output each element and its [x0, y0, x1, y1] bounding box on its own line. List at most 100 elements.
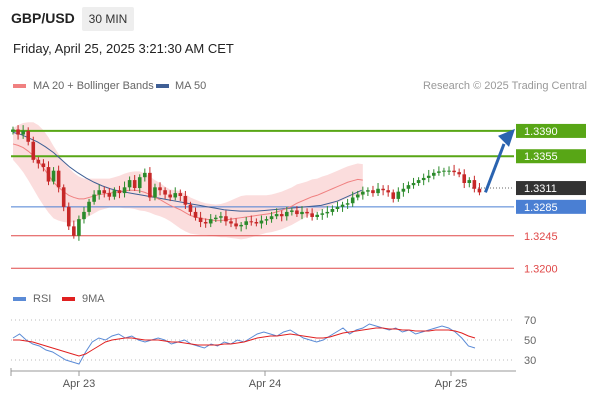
candle-body — [97, 190, 101, 195]
rsi-tick-label: 30 — [524, 355, 536, 367]
candle-body — [269, 216, 274, 220]
candle-body — [361, 191, 365, 195]
candle-body — [381, 188, 385, 191]
candle-body — [219, 216, 223, 218]
candle-body — [122, 187, 127, 194]
candle-body — [350, 197, 355, 204]
ma20-legend-label: MA 20 + Bollinger Bands — [33, 80, 154, 92]
ma50-line — [12, 131, 363, 212]
candle-body — [345, 203, 350, 205]
rsi-ma-line — [13, 327, 476, 357]
candle-body — [168, 194, 172, 198]
candle-body — [224, 216, 228, 222]
candle-body — [315, 214, 319, 217]
candle-body — [234, 223, 238, 227]
candle-body — [72, 226, 76, 236]
candle-body — [396, 191, 401, 199]
rsi-legend-label: RSI — [33, 293, 52, 305]
candle-body — [254, 222, 259, 224]
candle-body — [467, 180, 472, 183]
price-label-box — [516, 149, 586, 164]
rsi-legend-swatch — [13, 297, 26, 301]
candle-body — [442, 170, 446, 172]
bollinger-band-area — [13, 122, 363, 240]
price-label-1.3355: 1.3355 — [524, 151, 558, 163]
candle-body — [61, 187, 66, 207]
rsi-ma-legend-swatch — [62, 297, 75, 301]
candle-body — [193, 211, 198, 218]
candle-body — [66, 206, 71, 227]
price-label-1.3311: 1.3311 — [524, 183, 557, 195]
forecast-arrow-head — [498, 128, 515, 147]
ma20-legend-swatch — [13, 84, 26, 88]
candle-body — [274, 214, 279, 217]
candle-body — [178, 193, 183, 196]
candle-body — [310, 213, 314, 217]
price-label-box — [516, 199, 586, 214]
ma50-legend-swatch — [156, 84, 169, 88]
candle-body — [386, 190, 390, 193]
x-axis-label-Apr-25: Apr 25 — [435, 378, 467, 390]
candle-body — [102, 190, 107, 194]
candle-body — [416, 180, 421, 183]
candle-body — [300, 211, 304, 215]
candle-body — [143, 172, 147, 178]
ma50-legend-label: MA 50 — [175, 80, 207, 92]
candle-body — [153, 187, 157, 198]
price-label-box — [516, 123, 586, 138]
price-label-box — [516, 181, 586, 196]
ma20-line — [12, 143, 363, 222]
candle-body — [426, 175, 431, 178]
x-axis-label-Apr-23: Apr 23 — [63, 378, 95, 390]
candle-body — [325, 211, 330, 214]
candle-body — [82, 211, 86, 220]
candle-body — [295, 210, 299, 215]
candle-body — [244, 221, 249, 225]
symbol-title: GBP/USD — [11, 10, 75, 26]
candle-body — [320, 213, 325, 215]
candle-body — [447, 170, 451, 172]
candle-body — [198, 217, 203, 223]
candle-body — [41, 163, 46, 168]
candle-body — [158, 187, 162, 191]
candle-body — [335, 206, 340, 210]
candle-body — [330, 209, 335, 212]
candle-body — [77, 219, 81, 236]
candle-body — [11, 129, 15, 132]
candle-body — [87, 201, 91, 212]
rsi-tick-label: 50 — [524, 335, 536, 347]
candle-body — [437, 171, 441, 173]
candle-body — [371, 190, 375, 194]
candle-body — [117, 190, 122, 194]
rsi-tick-label: 70 — [524, 315, 536, 327]
timestamp: Friday, April 25, 2025 3:21:30 AM CET — [13, 41, 234, 56]
candle-body — [92, 194, 96, 202]
candle-body — [56, 170, 61, 188]
candle-body — [305, 211, 309, 214]
rsi-ma-legend-label: 9MA — [82, 293, 105, 305]
candle-body — [239, 224, 243, 227]
candle-body — [183, 196, 188, 205]
candle-body — [259, 220, 264, 224]
candle-body — [376, 188, 380, 194]
candle-body — [411, 182, 416, 186]
price-label-1.3390: 1.3390 — [524, 126, 558, 138]
candle-body — [462, 174, 467, 183]
candle-body — [173, 193, 178, 198]
candle-body — [391, 192, 396, 199]
candle-body — [46, 167, 51, 182]
candle-body — [127, 180, 132, 188]
candle-body — [188, 204, 193, 212]
candle-body — [203, 222, 208, 224]
candle-body — [355, 194, 360, 198]
candle-body — [229, 221, 233, 224]
candle-body — [21, 130, 25, 135]
candle-body — [472, 180, 477, 189]
candle-body — [26, 130, 31, 142]
candle-body — [279, 214, 284, 217]
candle-body — [163, 190, 167, 195]
timeframe-button[interactable]: 30 MIN — [82, 7, 134, 31]
candle-body — [290, 210, 294, 212]
copyright-text: Research © 2025 Trading Central — [422, 80, 587, 92]
